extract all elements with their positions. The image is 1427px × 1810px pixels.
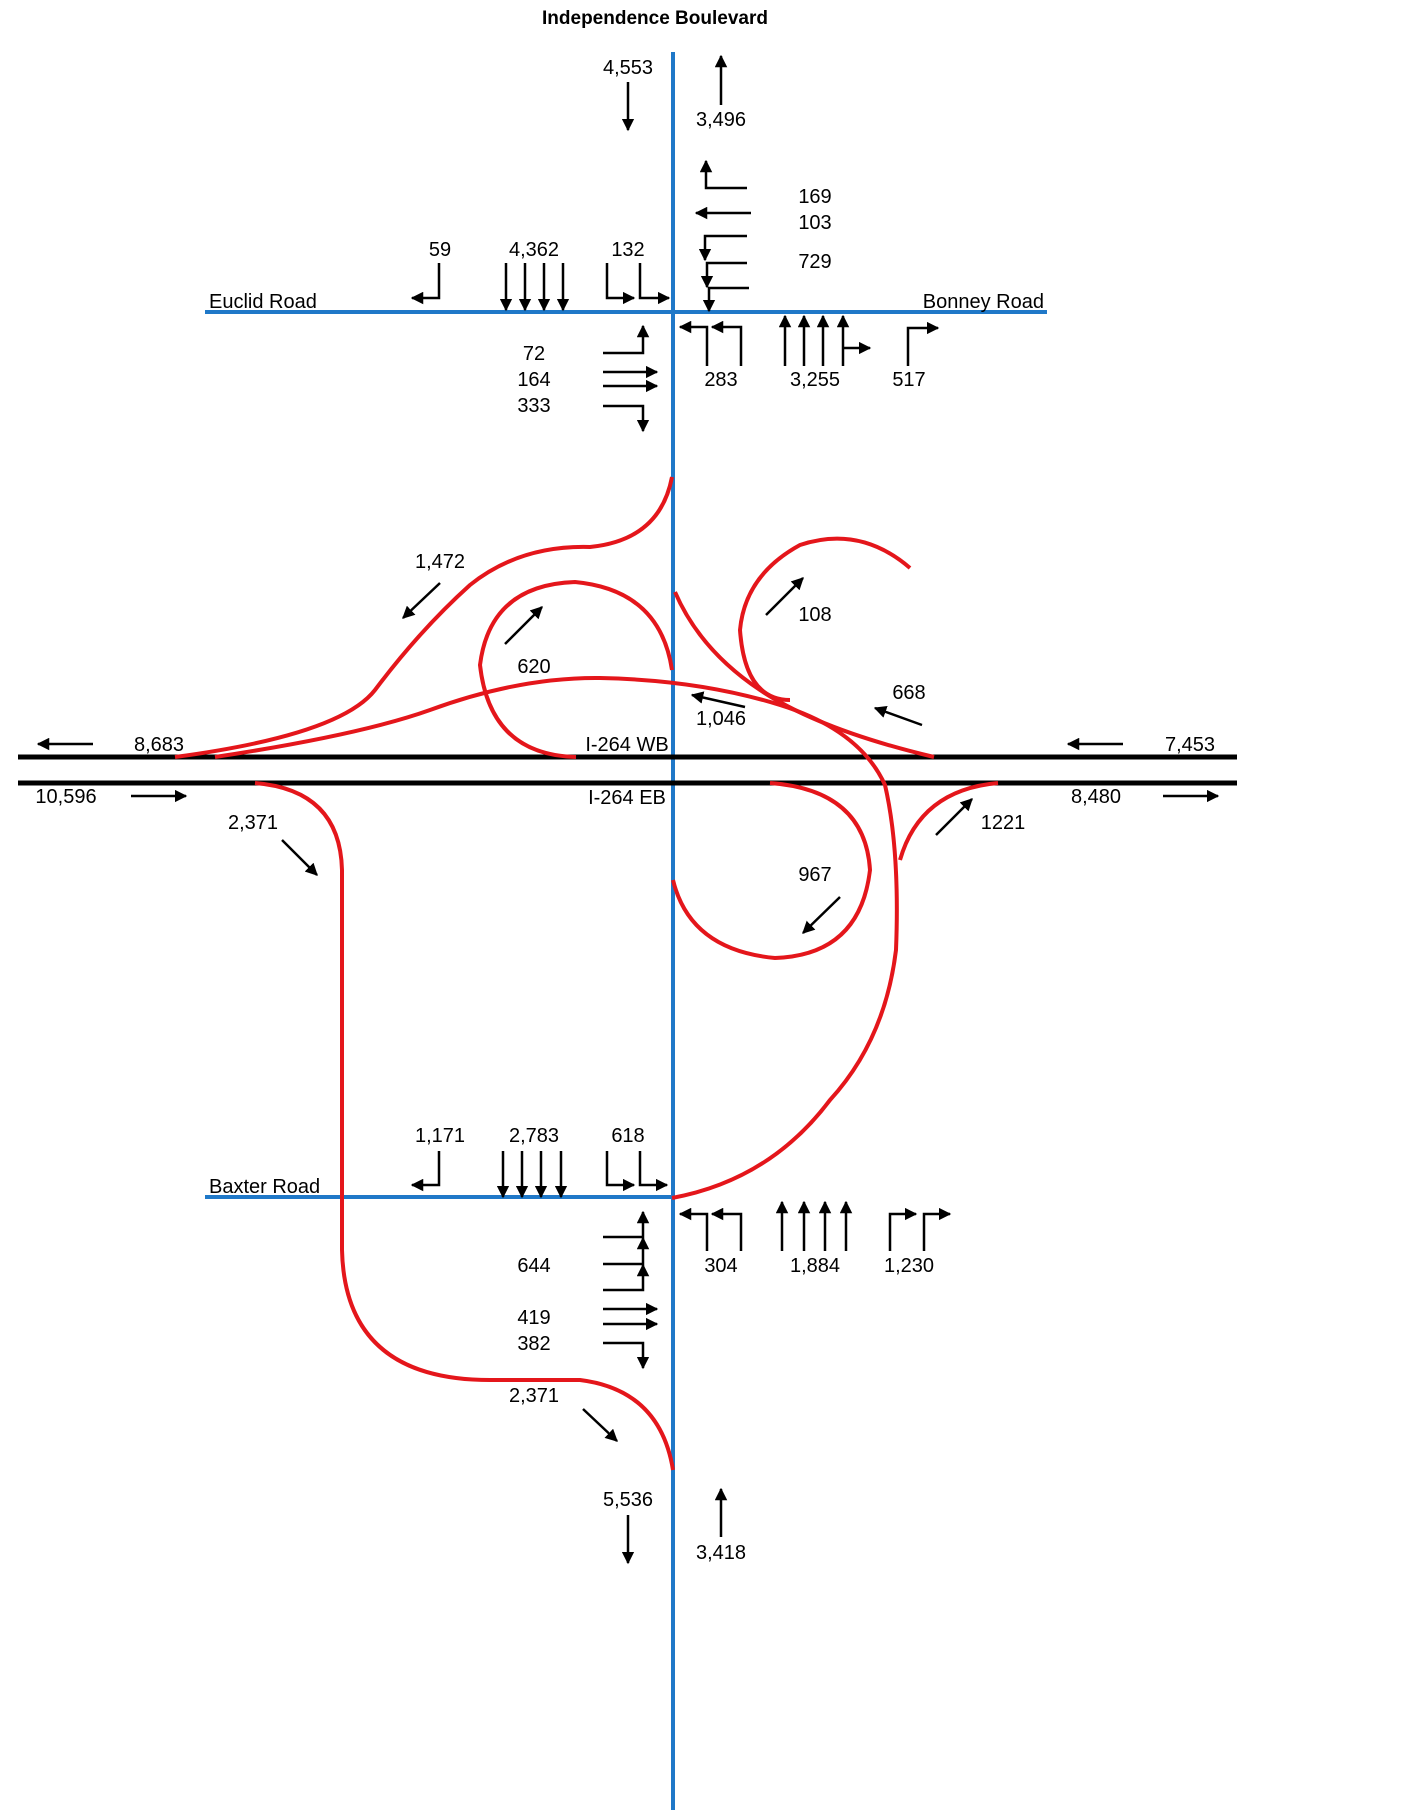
volume-baxter-nb-through: 1,884 (790, 1255, 840, 1277)
volume-baxter-sb-through: 2,783 (509, 1125, 559, 1147)
volume-ind-north-nb: 3,496 (696, 109, 746, 131)
volume-bonney-nb-left: 283 (704, 369, 737, 391)
ramp-sw-eb-off (254, 781, 675, 1471)
volume-wb-west: 8,683 (134, 734, 184, 756)
arrow-ramp-loop-se (802, 896, 841, 934)
volume-eb-west: 10,596 (35, 786, 96, 808)
volume-baxter-sb-right: 1,171 (415, 1125, 465, 1147)
ramp-ne-loop (737, 536, 912, 702)
volume-euclid-sb-left: 132 (611, 239, 644, 261)
arrow-bonney-nb-right (906, 321, 940, 366)
arrow-bonney-nb-left-1 (678, 320, 709, 366)
arrow-baxter-eb-left-2 (603, 1236, 650, 1266)
ramp-eb-on (898, 781, 999, 861)
arrow-baxter-nb-right-1 (888, 1207, 918, 1251)
arrow-ramp-sw-bottom (582, 1408, 618, 1442)
arrow-baxter-sb-left-1 (605, 1151, 636, 1192)
volume-ramp-loop-ne: 108 (798, 604, 831, 626)
volume-baxter-eb-through: 419 (517, 1307, 550, 1329)
volume-ramp-sw: 2,371 (228, 812, 278, 834)
arrow-baxter-nb-left-2 (710, 1207, 743, 1251)
arrow-baxter-nb-left-1 (678, 1207, 709, 1251)
volume-ramp-loop-nw: 620 (517, 656, 550, 678)
road-label-euclid: Euclid Road (209, 291, 317, 313)
arrow-ramp-loop-nw (504, 606, 543, 645)
arrow-bonney-right-2 (700, 261, 747, 289)
ramp-se-loop (671, 781, 873, 961)
road-label-bonney: Bonney Road (923, 291, 1044, 313)
volume-euclid-sb-through: 4,362 (509, 239, 559, 261)
volume-bonney-nb-right: 517 (892, 369, 925, 391)
volume-eb-east: 8,480 (1071, 786, 1121, 808)
arrow-ramp-loop-ne (765, 577, 804, 616)
arrow-bonney-right-3 (702, 286, 749, 313)
ramp-nw-loop (477, 579, 674, 759)
arrow-bonney-right-1 (698, 234, 747, 262)
arrow-baxter-eb-right (603, 1341, 650, 1370)
arrow-baxter-eb-left-1 (603, 1210, 650, 1239)
volume-ind-south-sb: 5,536 (603, 1489, 653, 1511)
volume-baxter-eb-right: 382 (517, 1333, 550, 1355)
arrow-euclid-sb-left-1 (605, 263, 636, 305)
volume-wb-east: 7,453 (1165, 734, 1215, 756)
volume-ramp-nw: 1,472 (415, 551, 465, 573)
volume-bonney-right: 729 (798, 251, 831, 273)
volume-bonney-nb-through: 3,255 (790, 369, 840, 391)
arrow-baxter-eb-left-3 (603, 1263, 650, 1292)
road-label-baxter: Baxter Road (209, 1176, 320, 1198)
volume-bonney-left: 169 (798, 186, 831, 208)
diagram-title: Independence Boulevard (542, 8, 768, 29)
volume-labels: 4,553 3,496 169 103 729 59 4,362 132 72 … (35, 57, 1215, 1564)
volume-ind-north-sb: 4,553 (603, 57, 653, 79)
road-label-i264eb: I-264 EB (588, 787, 666, 809)
arrow-ramp-sw (281, 839, 318, 876)
volume-ramp-wb-on: 668 (892, 682, 925, 704)
ramp-nw-to-wb (174, 476, 674, 759)
volume-euclid-sb-right: 59 (429, 239, 451, 261)
volume-euclid-eb-right: 333 (517, 395, 550, 417)
road-label-i264wb: I-264 WB (585, 734, 668, 756)
volume-ramp-loop-se: 967 (798, 864, 831, 886)
ramps (174, 476, 999, 1471)
arrow-ramp-eb-on (935, 798, 973, 836)
volume-ramp-eb-on: 1221 (981, 812, 1026, 834)
ramp-ne-wb-on (673, 591, 935, 759)
volume-ramp-wb-off: 1,046 (696, 708, 746, 730)
arrows (36, 54, 1220, 1565)
arrow-euclid-eb-right (603, 404, 650, 433)
volume-euclid-eb-through: 164 (517, 369, 550, 391)
arrow-bonney-nb-left-2 (710, 320, 743, 366)
arrow-bonney-left (699, 159, 747, 190)
arrow-baxter-sb-right (410, 1151, 441, 1192)
volume-bonney-through: 103 (798, 212, 831, 234)
volume-ind-south-nb: 3,418 (696, 1542, 746, 1564)
volume-baxter-eb-left: 644 (517, 1255, 550, 1277)
volume-euclid-eb-left: 72 (523, 343, 545, 365)
arrow-euclid-sb-right (410, 263, 441, 305)
arrow-baxter-nb-right-2 (922, 1207, 952, 1251)
volume-baxter-sb-left: 618 (611, 1125, 644, 1147)
volume-ramp-sw-bottom: 2,371 (509, 1385, 559, 1407)
arrow-ramp-wb-on (873, 705, 923, 727)
volume-baxter-nb-left: 304 (704, 1255, 737, 1277)
arrow-euclid-eb-left (603, 324, 650, 355)
volume-baxter-nb-right: 1,230 (884, 1255, 934, 1277)
ramp-wb-long (214, 675, 899, 1200)
arrow-baxter-sb-left-2 (638, 1151, 669, 1192)
arrow-euclid-sb-left-2 (638, 263, 671, 305)
arrow-ramp-wb-off (690, 691, 746, 709)
arrow-ramp-nw (402, 582, 441, 619)
